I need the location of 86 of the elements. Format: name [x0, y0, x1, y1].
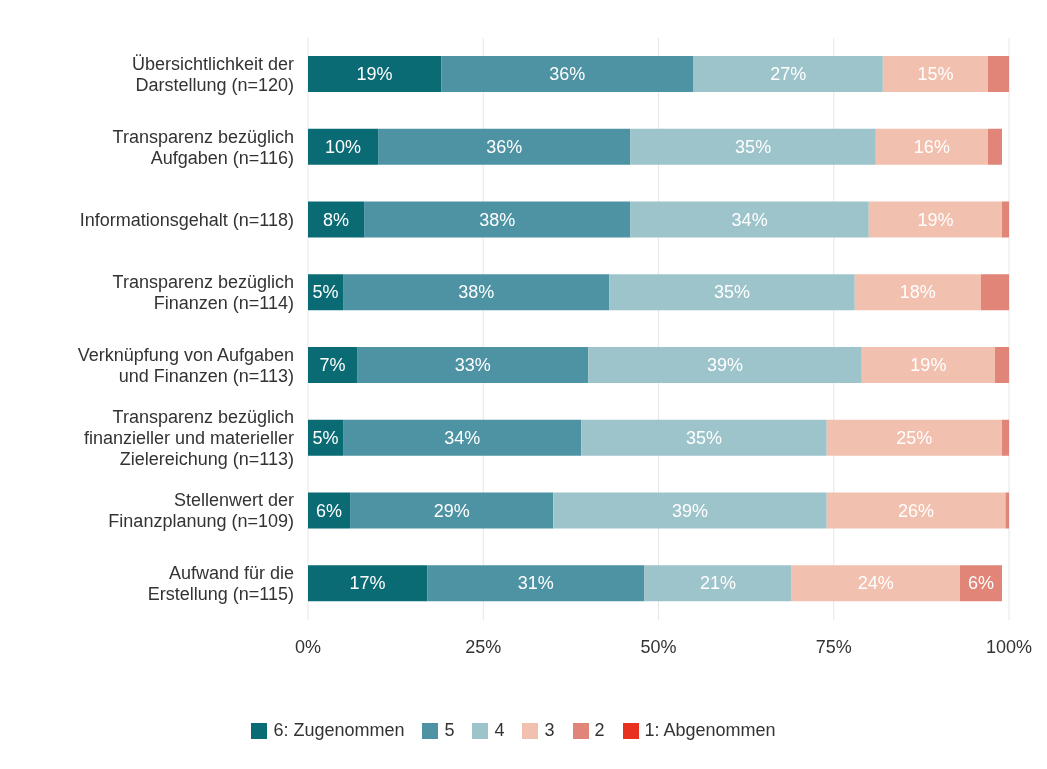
data-label: 33% [454, 355, 491, 375]
data-label: 19% [910, 355, 947, 375]
data-label: 6% [316, 500, 343, 521]
data-label: 19% [917, 209, 954, 230]
legend-label: 1: Abgenommen [643, 720, 776, 741]
bar [826, 492, 1006, 529]
data-label: 8% [323, 209, 350, 230]
data-label: 18% [899, 282, 936, 303]
data-label: 24% [857, 573, 894, 594]
bar [630, 128, 876, 165]
data-label: 16% [913, 136, 950, 157]
legend-label: 4 [493, 720, 505, 741]
data-label: 15% [917, 64, 954, 84]
y-tick-label: Aufwand für die Erstellung (n=115) [147, 563, 294, 605]
bar [588, 347, 862, 383]
bar [343, 274, 610, 311]
data-label: 25% [896, 427, 933, 448]
bar [553, 492, 827, 529]
data-label: 31% [517, 573, 554, 594]
y-tick-label: Transparenz bezüglich Finanzen (n=114) [112, 272, 294, 314]
bar [1005, 492, 1009, 529]
bar [987, 128, 1002, 165]
x-tick-label: 100% [985, 636, 1033, 657]
data-label: 35% [735, 136, 772, 157]
legend-label: 5 [443, 720, 455, 741]
data-label: 34% [444, 427, 481, 448]
data-label: 17% [349, 573, 386, 594]
data-label: 39% [707, 355, 744, 375]
data-label: 35% [714, 282, 751, 303]
bar [350, 492, 554, 529]
data-label: 27% [770, 64, 807, 84]
x-tick-label: 0% [294, 636, 322, 657]
bar [994, 347, 1009, 383]
x-tick-label: 75% [815, 636, 852, 657]
y-tick-label: Transparenz bezüglich finanzieller und materieller Zielereichung (n=113) [83, 407, 294, 470]
bar [854, 274, 981, 311]
bar [630, 201, 869, 238]
bar [875, 128, 988, 165]
data-label: 36% [486, 136, 523, 157]
bar [308, 565, 428, 602]
bar [861, 347, 995, 383]
bar [441, 56, 694, 92]
bar [1001, 419, 1009, 456]
y-tick-label: Übersichtlichkeit der Darstellung (n=120) [131, 53, 294, 95]
bar [427, 565, 645, 602]
x-tick-label: 25% [465, 636, 502, 657]
bar [693, 56, 883, 92]
bar [987, 56, 1009, 92]
bar [980, 274, 1009, 311]
bar [609, 274, 855, 311]
legend-label: 6: Zugenommen [272, 720, 405, 741]
bar [791, 565, 960, 602]
bar [1001, 201, 1009, 238]
bar [357, 347, 589, 383]
data-label: 36% [549, 64, 586, 84]
data-label: 10% [325, 136, 362, 157]
data-label: 35% [686, 427, 723, 448]
data-label: 21% [700, 573, 737, 594]
legend-label: 3 [543, 720, 555, 741]
data-label: 39% [672, 500, 709, 521]
bar [308, 347, 358, 383]
data-label: 34% [731, 209, 768, 230]
data-label: 38% [479, 209, 516, 230]
bar [882, 56, 988, 92]
data-label: 7% [319, 355, 346, 375]
bar [308, 56, 442, 92]
bar [364, 201, 631, 238]
data-label: 38% [458, 282, 495, 303]
data-label: 29% [433, 500, 470, 521]
y-tick-label: Stellenwert der Finanzplanung (n=109) [108, 490, 294, 532]
x-tick-label: 50% [640, 636, 677, 657]
bar [581, 419, 827, 456]
data-label: 5% [312, 282, 339, 303]
data-label: 6% [967, 573, 994, 594]
bar [826, 419, 1002, 456]
legend-label: 2 [593, 720, 605, 741]
data-label: 26% [898, 500, 935, 521]
y-tick-label: Transparenz bezüglich Aufgaben (n=116) [112, 126, 294, 168]
y-tick-label: Verknüpfung von Aufgaben und Finanzen (n=113) [77, 344, 294, 386]
data-label: 5% [312, 427, 339, 448]
bar [644, 565, 792, 602]
bar [343, 419, 582, 456]
bar [868, 201, 1002, 238]
data-label: 19% [356, 64, 393, 84]
y-tick-label: Informationsgehalt (n=118) [79, 209, 294, 230]
bar [378, 128, 631, 165]
